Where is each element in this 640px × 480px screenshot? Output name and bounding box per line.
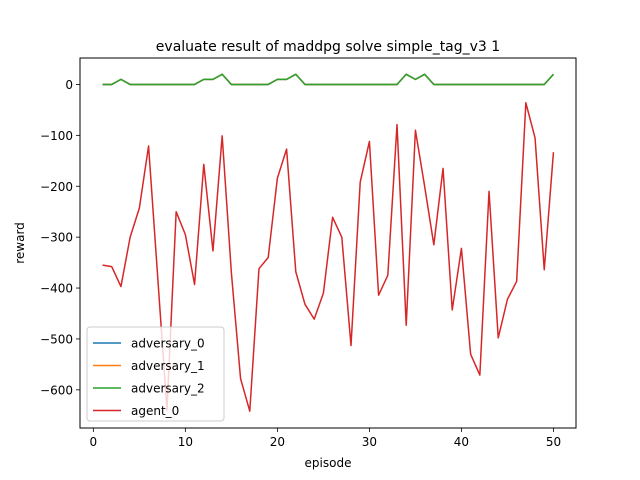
series-line-adversary-1 bbox=[102, 73, 555, 86]
y-tick-label: −600 bbox=[40, 383, 73, 397]
y-axis-ticks: 0 −100 −200 −300 −400 −500 −600 bbox=[40, 78, 80, 397]
legend-label: agent_0 bbox=[131, 404, 179, 418]
x-tick-label: 10 bbox=[178, 435, 193, 449]
x-tick-label: 40 bbox=[454, 435, 469, 449]
x-tick-label: 30 bbox=[362, 435, 377, 449]
series-layer bbox=[102, 73, 555, 412]
x-axis-ticks: 0 10 20 30 40 50 bbox=[90, 428, 561, 449]
x-tick-label: 50 bbox=[546, 435, 561, 449]
x-tick-label: 0 bbox=[90, 435, 98, 449]
chart-title: evaluate result of maddpg solve simple_t… bbox=[156, 39, 500, 55]
y-tick-label: −200 bbox=[40, 180, 73, 194]
legend-box bbox=[86, 326, 225, 422]
legend: adversary_0 adversary_1 adversary_2 agent_0 bbox=[86, 326, 225, 422]
legend-label: adversary_0 bbox=[131, 337, 205, 351]
legend-label: adversary_1 bbox=[131, 359, 205, 373]
y-tick-label: −400 bbox=[40, 282, 73, 296]
plot-frame bbox=[79, 57, 577, 429]
series-line-agent-0 bbox=[102, 102, 555, 412]
y-tick-label: −300 bbox=[40, 231, 73, 245]
y-tick-label: 0 bbox=[65, 78, 73, 92]
y-tick-label: −500 bbox=[40, 332, 73, 346]
x-axis-label: episode bbox=[305, 456, 352, 470]
x-tick-label: 20 bbox=[270, 435, 285, 449]
legend-label: adversary_2 bbox=[131, 382, 205, 396]
y-axis-label: reward bbox=[13, 222, 27, 264]
series-line-adversary-2 bbox=[102, 73, 555, 86]
y-tick-label: −100 bbox=[40, 129, 73, 143]
series-line-adversary-0 bbox=[102, 73, 555, 86]
